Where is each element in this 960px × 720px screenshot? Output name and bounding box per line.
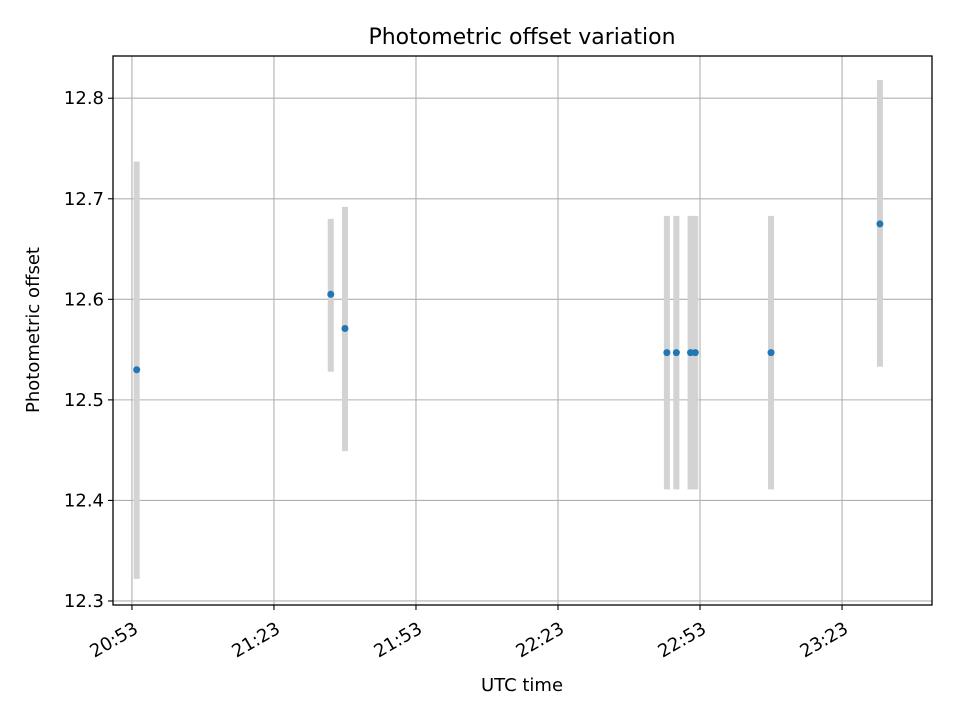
y-tick-label: 12.4 — [64, 490, 104, 511]
data-point — [691, 349, 699, 357]
data-point — [672, 349, 680, 357]
y-tick-label: 12.6 — [64, 289, 104, 310]
data-point — [133, 366, 141, 374]
y-tick-label: 12.3 — [64, 591, 104, 612]
data-point — [663, 349, 671, 357]
y-axis-label: Photometric offset — [23, 247, 44, 413]
data-points — [133, 220, 884, 374]
y-axis: 12.3 12.4 12.5 12.6 12.7 12.8 — [64, 88, 113, 612]
y-tick-label: 12.8 — [64, 88, 104, 109]
data-point — [341, 324, 349, 332]
y-tick-label: 12.5 — [64, 390, 104, 411]
y-tick-label: 12.7 — [64, 189, 104, 210]
grid — [113, 56, 932, 605]
data-point — [876, 220, 884, 228]
plot-frame — [112, 55, 933, 606]
x-axis-label: UTC time — [481, 675, 563, 696]
chart-title: Photometric offset variation — [368, 25, 675, 50]
data-point — [767, 349, 775, 357]
data-point — [327, 290, 335, 298]
